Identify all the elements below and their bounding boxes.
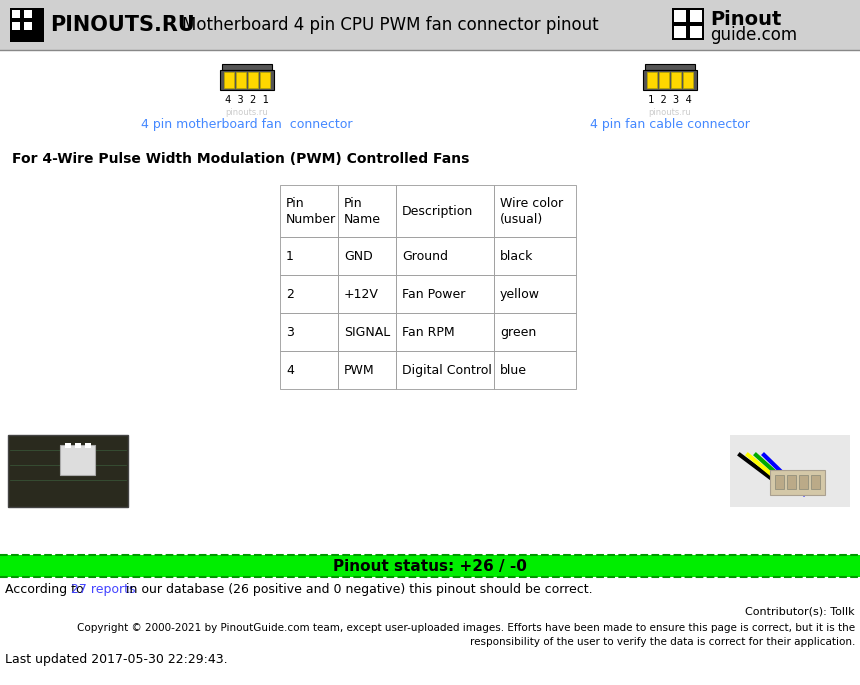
Bar xyxy=(0,0,860,50)
Text: According to: According to xyxy=(5,584,88,597)
Bar xyxy=(671,72,681,88)
Bar xyxy=(12,22,20,30)
Bar xyxy=(10,8,44,42)
Bar xyxy=(672,8,704,40)
Bar xyxy=(730,435,850,507)
Text: 1: 1 xyxy=(286,249,294,262)
Bar xyxy=(248,72,258,88)
Text: Fan Power: Fan Power xyxy=(402,288,465,301)
Text: 2: 2 xyxy=(286,288,294,301)
Bar xyxy=(8,435,128,507)
Text: 3: 3 xyxy=(286,325,294,338)
Bar xyxy=(12,10,20,18)
Text: Description: Description xyxy=(402,205,473,218)
Text: Last updated 2017-05-30 22:29:43.: Last updated 2017-05-30 22:29:43. xyxy=(5,653,228,667)
Text: 27 reports: 27 reports xyxy=(71,584,136,597)
Bar xyxy=(396,275,494,313)
Bar xyxy=(224,72,234,88)
Bar xyxy=(396,237,494,275)
Bar xyxy=(494,237,576,275)
Text: Pinout status: +26 / -0: Pinout status: +26 / -0 xyxy=(333,558,527,573)
Text: Digital Control: Digital Control xyxy=(402,364,492,377)
Text: PINOUTS.RU: PINOUTS.RU xyxy=(50,15,194,35)
Text: Pinout: Pinout xyxy=(710,10,782,29)
Text: Pin
Number: Pin Number xyxy=(286,197,336,225)
Bar xyxy=(770,470,825,495)
Text: 1 2 3 4: 1 2 3 4 xyxy=(648,95,692,105)
Bar xyxy=(260,72,270,88)
Bar xyxy=(811,475,820,489)
Text: 4 pin motherboard fan  connector: 4 pin motherboard fan connector xyxy=(141,118,353,131)
Bar xyxy=(65,443,71,448)
Bar xyxy=(690,26,702,38)
Text: pinouts.ru: pinouts.ru xyxy=(225,108,268,117)
Text: +12V: +12V xyxy=(344,288,379,301)
Bar xyxy=(222,64,272,70)
Text: yellow: yellow xyxy=(500,288,540,301)
Text: pinouts.ru: pinouts.ru xyxy=(648,108,691,117)
Text: GND: GND xyxy=(344,249,372,262)
Bar xyxy=(85,443,91,448)
Text: green: green xyxy=(500,325,537,338)
Bar xyxy=(643,70,697,90)
Bar xyxy=(236,72,246,88)
Bar xyxy=(0,555,860,577)
Bar xyxy=(494,313,576,351)
Text: Fan RPM: Fan RPM xyxy=(402,325,455,338)
Text: 4 pin fan cable connector: 4 pin fan cable connector xyxy=(590,118,750,131)
Text: responsibility of the user to verify the data is correct for their application.: responsibility of the user to verify the… xyxy=(470,637,855,647)
Bar xyxy=(338,351,396,389)
Bar xyxy=(338,185,396,237)
Bar xyxy=(280,275,338,313)
Text: 4 3 2 1: 4 3 2 1 xyxy=(225,95,269,105)
Text: blue: blue xyxy=(500,364,527,377)
Text: Motherboard 4 pin CPU PWM fan connector pinout: Motherboard 4 pin CPU PWM fan connector … xyxy=(181,16,599,34)
Bar xyxy=(690,10,702,22)
Bar xyxy=(799,475,808,489)
Bar xyxy=(338,275,396,313)
Bar xyxy=(396,313,494,351)
Bar xyxy=(659,72,669,88)
Bar xyxy=(645,64,695,70)
Bar xyxy=(494,351,576,389)
Bar xyxy=(24,22,32,30)
Text: Contributor(s): Tollk: Contributor(s): Tollk xyxy=(746,607,855,617)
Bar xyxy=(683,72,693,88)
Text: PWM: PWM xyxy=(344,364,375,377)
Bar xyxy=(674,26,686,38)
Bar xyxy=(75,443,81,448)
Bar xyxy=(338,313,396,351)
Text: in our database (26 positive and 0 negative) this pinout should be correct.: in our database (26 positive and 0 negat… xyxy=(122,584,593,597)
Bar xyxy=(647,72,657,88)
Text: SIGNAL: SIGNAL xyxy=(344,325,390,338)
Bar xyxy=(280,237,338,275)
Bar xyxy=(24,10,32,18)
Bar xyxy=(396,351,494,389)
Text: 4: 4 xyxy=(286,364,294,377)
Text: For 4-Wire Pulse Width Modulation (PWM) Controlled Fans: For 4-Wire Pulse Width Modulation (PWM) … xyxy=(12,152,470,166)
Bar xyxy=(280,185,338,237)
Text: Ground: Ground xyxy=(402,249,448,262)
Bar xyxy=(787,475,796,489)
Bar xyxy=(674,10,686,22)
Bar xyxy=(494,185,576,237)
Bar xyxy=(280,351,338,389)
Text: Copyright © 2000-2021 by PinoutGuide.com team, except user-uploaded images. Effo: Copyright © 2000-2021 by PinoutGuide.com… xyxy=(77,623,855,633)
Text: guide.com: guide.com xyxy=(710,26,797,44)
Bar xyxy=(60,445,95,475)
Bar xyxy=(775,475,784,489)
Bar xyxy=(338,237,396,275)
Text: black: black xyxy=(500,249,533,262)
Text: Wire color
(usual): Wire color (usual) xyxy=(500,197,563,225)
Bar xyxy=(220,70,274,90)
Bar xyxy=(280,313,338,351)
Bar xyxy=(494,275,576,313)
Text: Pin
Name: Pin Name xyxy=(344,197,381,225)
Bar xyxy=(396,185,494,237)
